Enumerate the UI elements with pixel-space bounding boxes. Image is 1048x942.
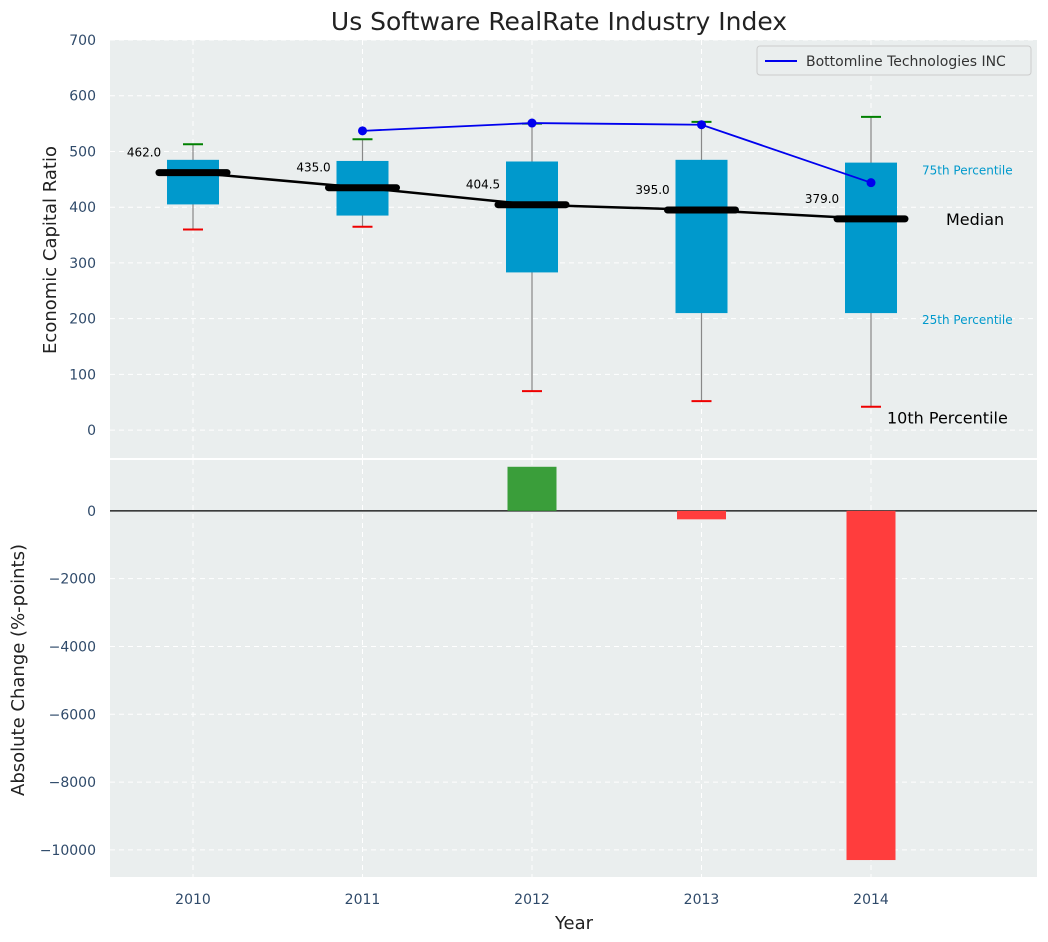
bottom-y-axis-label: Absolute Change (%-points) — [8, 544, 29, 796]
top-y-tick-label: 300 — [69, 256, 96, 272]
median-value-label: 435.0 — [296, 161, 330, 175]
chart-title: Us Software RealRate Industry Index — [331, 7, 787, 36]
negative-change-bar — [677, 510, 726, 520]
median-annotation: Median — [946, 210, 1004, 229]
top-y-tick-label: 400 — [69, 200, 96, 216]
bottom-y-tick-label: −4000 — [49, 639, 96, 655]
bottom-y-tick-label: 0 — [87, 504, 96, 520]
box-iqr — [506, 161, 558, 273]
x-tick-label: 2010 — [175, 892, 211, 908]
negative-change-bar — [846, 510, 896, 861]
x-tick-label: 2013 — [684, 892, 720, 908]
bottom-y-tick-label: −2000 — [49, 572, 96, 588]
box-iqr — [675, 159, 728, 314]
median-value-label: 404.5 — [466, 178, 500, 192]
top-y-tick-label: 700 — [69, 33, 96, 49]
p10-annotation: 10th Percentile — [887, 409, 1008, 428]
box-iqr — [167, 159, 219, 205]
x-tick-label: 2014 — [853, 892, 889, 908]
x-tick-label: 2011 — [345, 892, 381, 908]
top-plot-area — [110, 40, 1037, 458]
company-series-point — [358, 126, 367, 136]
legend-box — [756, 45, 1032, 76]
top-y-axis-label: Economic Capital Ratio — [40, 146, 61, 354]
company-series-line — [362, 122, 872, 184]
top-y-tick-label: 600 — [69, 89, 96, 105]
legend: Bottomline Technologies INC — [756, 45, 1032, 76]
bottom-y-tick-label: −6000 — [49, 707, 96, 723]
x-tick-label: 2012 — [514, 892, 550, 908]
box-iqr — [845, 162, 897, 314]
bottom-y-tick-label: −8000 — [49, 775, 96, 791]
company-series-point — [527, 118, 537, 128]
top-y-tick-label: 0 — [87, 423, 96, 439]
median-value-label: 379.0 — [805, 192, 839, 206]
top-y-tick-label: 100 — [69, 367, 96, 383]
positive-change-bar — [507, 466, 557, 511]
bottom-chart-marks — [110, 466, 1037, 861]
p75-annotation: 75th Percentile — [922, 164, 1013, 178]
bottom-y-tick-label: −10000 — [40, 843, 96, 859]
x-axis-label: Year — [554, 913, 594, 934]
bottom-plot-area — [110, 460, 1037, 877]
legend-label: Bottomline Technologies INC — [806, 54, 1006, 70]
axis-labels: 0 100 200 300 400 500 600 700 0 −2000 −4000 −6000 −8… — [40, 33, 889, 908]
top-y-tick-label: 500 — [69, 144, 96, 160]
p25-annotation: 25th Percentile — [922, 313, 1013, 327]
company-series-point — [697, 120, 706, 130]
top-y-tick-label: 200 — [69, 312, 96, 328]
median-value-label: 462.0 — [127, 146, 161, 160]
company-series-point — [866, 178, 876, 188]
median-value-label: 395.0 — [635, 183, 669, 197]
